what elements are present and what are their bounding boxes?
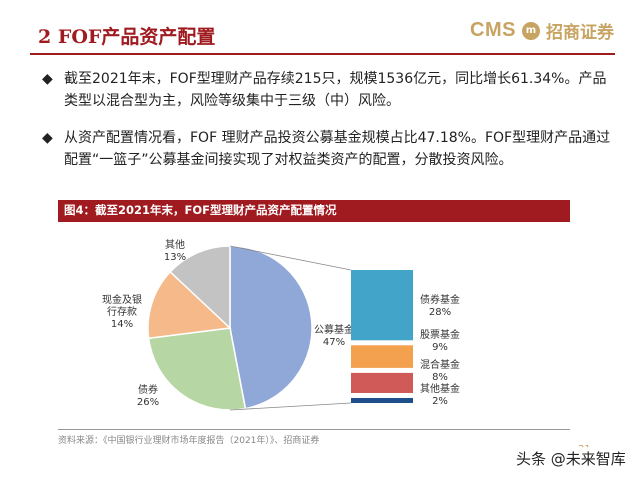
pie-slice-label: 行存款 xyxy=(107,305,137,318)
pie-slice-value: 26% xyxy=(137,397,159,408)
connector-line xyxy=(229,245,352,271)
figure-divider xyxy=(58,221,570,222)
bullet-text: 从资产配置情况看，FOF 理财产品投资公募基金规模占比47.18%。FOF型理财… xyxy=(64,130,611,168)
source-divider xyxy=(58,429,570,430)
source-note: 资料来源：《中国银行业理财市场年度报告（2021年）》、招商证券 xyxy=(58,436,320,446)
bullet-text: 截至2021年末，FOF型理财产品存续215只，规模1536亿元，同比增长61.… xyxy=(64,71,607,109)
pie-slice-label: 其他 xyxy=(165,238,185,251)
bar-segment-label: 股票基金 xyxy=(420,328,460,341)
bar-segment-value: 2% xyxy=(432,396,448,407)
diamond-bullet-icon: ◆ xyxy=(42,71,53,87)
watermark: 头条 @未来智库 xyxy=(512,447,630,470)
bar-segment-label: 债券基金 xyxy=(420,293,460,306)
bullet-paragraph-1: ◆ 截至2021年末，FOF型理财产品存续215只，规模1536亿元，同比增长6… xyxy=(42,68,617,112)
pie-slice-value: 47% xyxy=(323,337,345,348)
pie-slice-label: 债券 xyxy=(138,383,158,396)
diamond-bullet-icon: ◆ xyxy=(42,130,53,146)
logo-badge-icon: m xyxy=(521,21,540,40)
pie-slice-value: 14% xyxy=(111,319,133,330)
bar-segment-value: 28% xyxy=(429,307,451,318)
bar-segment-value: 9% xyxy=(432,342,448,353)
pie-slice xyxy=(147,270,232,340)
pie-slice-label: 公募基金 xyxy=(314,323,354,336)
stacked-bar-segment xyxy=(351,372,413,393)
logo-chinese-text: 招商证券 xyxy=(545,23,614,43)
brand-logo: CMS m 招商证券 xyxy=(470,18,614,43)
header-divider xyxy=(30,53,615,55)
pie-slice-value: 13% xyxy=(164,252,186,263)
bullet-paragraph-2: ◆ 从资产配置情况看，FOF 理财产品投资公募基金规模占比47.18%。FOF型… xyxy=(42,127,617,171)
pie-slice xyxy=(229,245,313,410)
logo-latin-text: CMS xyxy=(470,19,516,41)
bar-segment-value: 8% xyxy=(432,372,448,383)
stacked-bar-segment xyxy=(351,397,413,403)
bar-segment-label: 其他基金 xyxy=(420,382,460,395)
figure-title: 图4：截至2021年末，FOF型理财产品资产配置情况 xyxy=(58,200,570,221)
pie-slice xyxy=(147,327,247,411)
pie-slice-label: 现金及银 xyxy=(102,293,142,306)
page-title: 2 FOF产品资产配置 xyxy=(38,26,216,48)
stacked-bar-segment xyxy=(351,345,413,368)
connector-line xyxy=(229,402,352,411)
pie-slice xyxy=(169,245,231,330)
stacked-bar-segment xyxy=(351,270,413,341)
bar-segment-label: 混合基金 xyxy=(420,358,460,371)
